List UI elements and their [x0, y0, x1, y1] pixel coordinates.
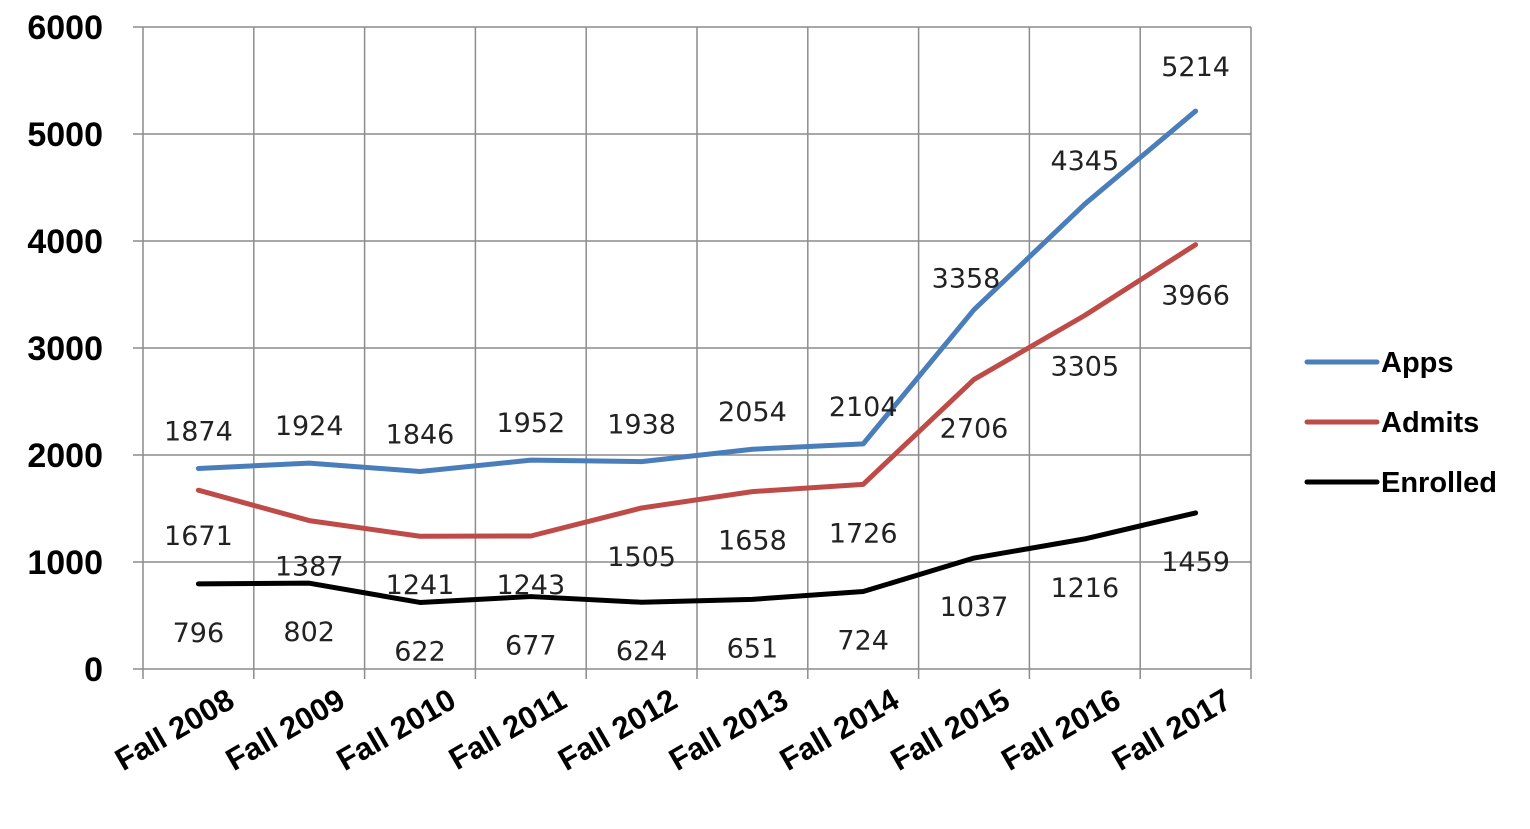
gridlines	[142, 26, 1252, 670]
legend-label-apps: Apps	[1381, 347, 1454, 379]
data-label-admits: 1241	[386, 570, 455, 601]
legend-label-enrolled: Enrolled	[1381, 467, 1497, 499]
data-label-admits: 1658	[718, 526, 787, 557]
legend: Apps Admits Enrolled	[1304, 347, 1497, 499]
data-label-admits: 1671	[164, 521, 233, 552]
data-label-admits: 3305	[1050, 351, 1119, 382]
data-label-apps: 1952	[496, 408, 565, 439]
data-label-enrolled: 622	[394, 636, 446, 667]
y-axis-ticks: 0 1000 2000 3000 4000 5000 6000	[27, 9, 103, 689]
x-tick-label: Fall 2015	[885, 682, 1016, 778]
x-tick-label: Fall 2008	[109, 682, 240, 778]
series-line-admits	[195, 242, 1199, 539]
data-label-apps: 1846	[386, 419, 455, 450]
data-label-admits: 3966	[1161, 281, 1230, 312]
series-line-enrolled	[195, 510, 1199, 605]
legend-label-admits: Admits	[1381, 407, 1479, 439]
y-tick-label: 0	[84, 651, 103, 689]
data-label-enrolled: 677	[505, 631, 557, 662]
y-tick-label: 6000	[27, 9, 103, 47]
data-label-enrolled: 796	[173, 618, 225, 649]
x-tick-label: Fall 2013	[663, 682, 794, 778]
data-label-admits: 1387	[275, 552, 344, 583]
data-label-enrolled: 724	[837, 626, 889, 657]
x-tick-label: Fall 2012	[552, 682, 683, 778]
series-line-apps	[195, 108, 1199, 474]
data-label-apps: 1938	[607, 410, 676, 441]
data-label-apps: 1874	[164, 416, 233, 447]
data-label-enrolled: 624	[616, 636, 668, 667]
data-label-apps: 2054	[718, 397, 787, 428]
data-label-apps: 3358	[932, 264, 1001, 295]
axes	[133, 26, 1252, 679]
x-tick-label: Fall 2010	[331, 682, 462, 778]
x-tick-label: Fall 2011	[443, 682, 572, 777]
data-label-admits: 1243	[496, 570, 565, 601]
data-label-enrolled: 1216	[1050, 573, 1119, 604]
series-lines	[195, 108, 1199, 605]
data-label-apps: 5214	[1161, 52, 1230, 83]
data-label-apps: 1924	[275, 411, 344, 442]
y-tick-label: 3000	[27, 330, 103, 368]
data-label-apps: 2104	[829, 392, 898, 423]
x-tick-label: Fall 2014	[774, 681, 906, 777]
data-label-enrolled: 1037	[940, 592, 1009, 623]
y-tick-label: 5000	[27, 116, 103, 154]
data-label-enrolled: 802	[283, 617, 335, 648]
data-label-admits: 1726	[829, 518, 898, 549]
data-label-admits: 1505	[607, 542, 676, 573]
x-tick-label: Fall 2009	[220, 682, 351, 778]
y-tick-label: 2000	[27, 437, 103, 475]
data-label-enrolled: 651	[727, 633, 779, 664]
x-tick-label: Fall 2016	[995, 682, 1126, 778]
data-label-enrolled: 1459	[1161, 547, 1230, 578]
data-label-apps: 4345	[1050, 146, 1119, 177]
data-label-admits: 2706	[940, 413, 1009, 444]
y-tick-label: 4000	[27, 223, 103, 261]
x-tick-label: Fall 2017	[1106, 682, 1237, 778]
y-tick-label: 1000	[27, 544, 103, 582]
data-labels: 1874 1924 1846 1952 1938 2054 2104 3358 4345 5214…	[164, 52, 1230, 667]
